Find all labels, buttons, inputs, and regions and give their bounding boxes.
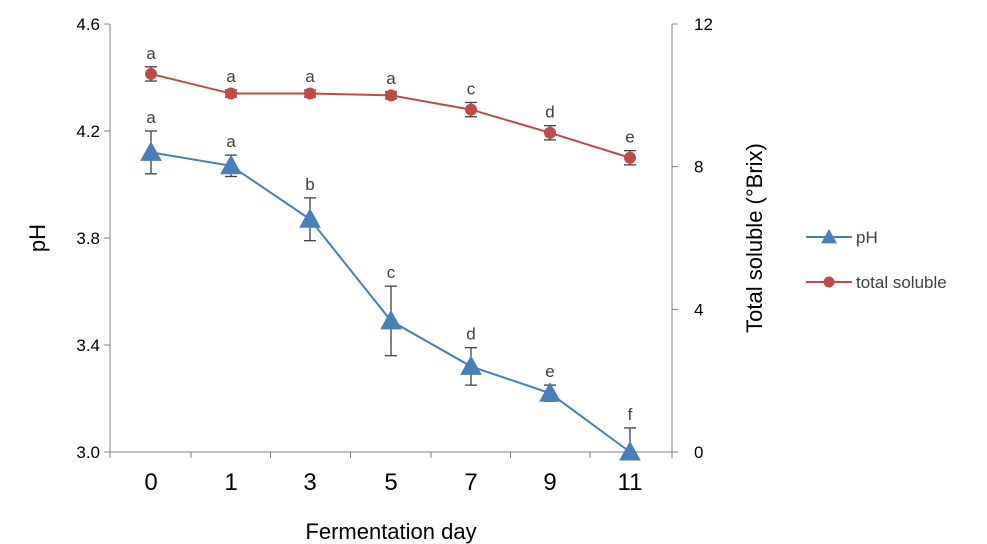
data-point — [619, 440, 641, 461]
data-point — [220, 154, 242, 175]
legend-marker — [823, 276, 835, 288]
significance-label: f — [628, 405, 633, 424]
y-right-tick-label: 12 — [694, 15, 713, 34]
data-point — [385, 89, 397, 102]
significance-label: a — [146, 44, 156, 63]
data-point — [380, 309, 402, 330]
y-left-tick-label: 4.6 — [76, 15, 100, 34]
data-point — [544, 126, 556, 139]
y-right-tick-label: 4 — [694, 300, 703, 319]
significance-label: a — [226, 132, 236, 151]
y-left-tick-label: 3.4 — [76, 336, 100, 355]
y-left-tick-label: 3.8 — [76, 229, 100, 248]
significance-label: e — [545, 362, 554, 381]
x-tick-label: 7 — [464, 469, 477, 496]
y-right-tick-label: 8 — [694, 158, 703, 177]
y-left-tick-label: 4.2 — [76, 122, 100, 141]
significance-label: e — [625, 128, 634, 147]
data-point — [304, 87, 316, 100]
significance-label: a — [146, 108, 156, 127]
significance-label: d — [545, 103, 554, 122]
legend-marker — [821, 229, 837, 244]
x-tick-label: 3 — [303, 469, 316, 496]
significance-label: a — [305, 67, 315, 86]
y-right-tick-label: 0 — [694, 443, 703, 462]
legend-label: pH — [856, 228, 878, 247]
x-tick-label: 1 — [224, 469, 237, 496]
y-left-axis-title: pH — [25, 224, 50, 252]
data-point — [460, 355, 482, 375]
legend-label: total soluble — [856, 273, 947, 292]
legend: pH total soluble — [806, 228, 947, 292]
x-tick-label: 9 — [543, 469, 556, 496]
significance-labels: a a b c d e f a a a a c d e — [146, 44, 634, 424]
data-point — [539, 382, 561, 402]
y-left-tick-label: 3.0 — [76, 443, 100, 462]
data-point — [299, 208, 321, 228]
significance-label: c — [387, 263, 396, 282]
data-point — [145, 67, 157, 80]
significance-label: c — [467, 79, 476, 98]
x-tick-label: 0 — [144, 469, 157, 496]
data-point — [225, 87, 237, 100]
axes: 3.0 3.4 3.8 4.2 4.6 0 4 8 12 0 1 3 5 7 9 11 Fermentation… — [25, 15, 767, 544]
x-tick-label: 11 — [618, 469, 643, 496]
y-right-axis-title: Total soluble (°Brix) — [742, 143, 767, 333]
data-point — [140, 141, 162, 161]
x-axis-title: Fermentation day — [305, 519, 476, 544]
significance-label: d — [466, 325, 475, 344]
significance-label: a — [386, 69, 396, 88]
data-point — [624, 151, 636, 164]
significance-label: b — [305, 175, 314, 194]
series-layer — [140, 67, 641, 461]
x-tick-label: 5 — [384, 469, 397, 496]
significance-label: a — [226, 67, 236, 86]
data-point — [465, 103, 477, 116]
error-bars — [145, 66, 636, 452]
